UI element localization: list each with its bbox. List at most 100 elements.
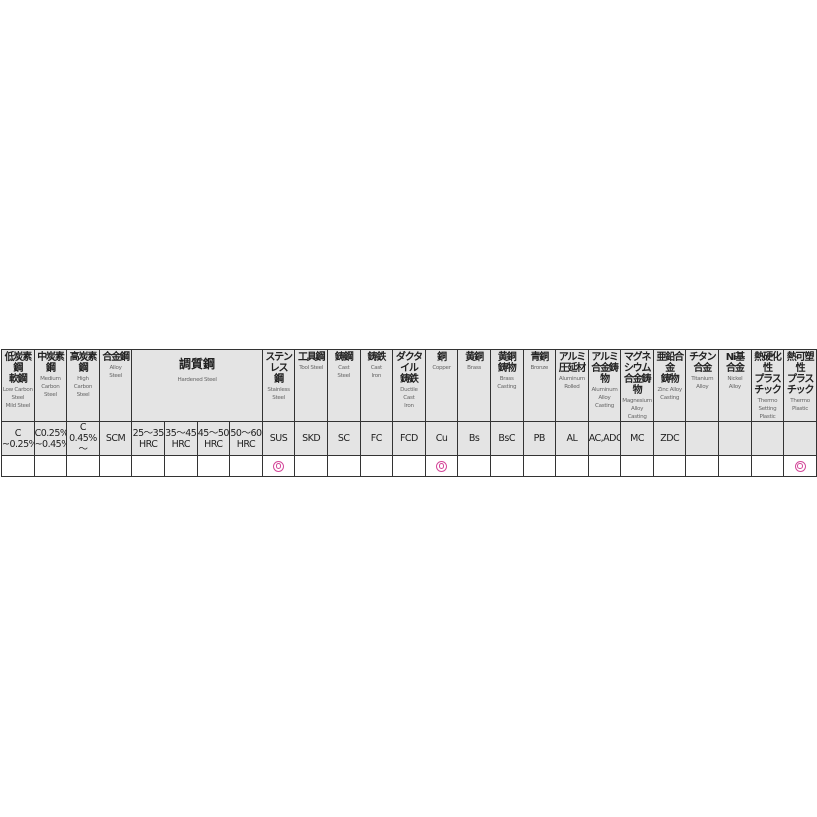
material-code-cell: Bs bbox=[457, 421, 491, 456]
suitability-cell bbox=[33, 455, 68, 477]
suitability-cell bbox=[783, 455, 817, 477]
material-code-cell: 25～35 HRC bbox=[131, 421, 165, 456]
material-name-en: Zinc Alloy Casting bbox=[657, 387, 682, 401]
material-name-jp: 工具鋼 bbox=[297, 352, 326, 363]
material-header-cell: 低炭素鋼 軟鋼 Low Carbon Steel Mild Steel bbox=[1, 349, 35, 422]
material-name-jp: アルミ 圧延材 bbox=[558, 352, 587, 374]
material-name-jp: マグネシウム 合金鋳物 bbox=[623, 352, 652, 396]
material-name-jp: 調質鋼 bbox=[179, 357, 216, 371]
material-code-cell: SC bbox=[326, 421, 361, 456]
suitability-cell bbox=[294, 455, 328, 477]
suitability-cell bbox=[163, 455, 198, 477]
suitability-cell bbox=[620, 455, 654, 477]
material-header-cell: ステンレス 鋼 Stainless Steel bbox=[261, 349, 296, 422]
material-code-cell: SCM bbox=[98, 421, 133, 456]
material-name-en: Titanium Alloy bbox=[691, 376, 714, 390]
material-code: SC bbox=[337, 433, 350, 444]
material-code-cell: SKD bbox=[294, 421, 328, 456]
material-name-jp: 熱硬化性 プラスチック bbox=[754, 352, 782, 396]
suitability-cell bbox=[457, 455, 491, 477]
material-code: BsC bbox=[498, 433, 515, 444]
material-code: SCM bbox=[105, 433, 126, 444]
suitability-cell bbox=[196, 455, 231, 477]
material-name-en: Ductile Cast Iron bbox=[400, 387, 418, 409]
material-name-en: Low Carbon Steel Mild Steel bbox=[2, 387, 33, 409]
material-code-cell: AL bbox=[555, 421, 589, 456]
material-name-jp: アルミ 合金鋳物 bbox=[591, 352, 619, 385]
double-circle-icon bbox=[436, 460, 448, 472]
material-code: FCD bbox=[399, 433, 418, 444]
double-circle-icon bbox=[273, 460, 285, 472]
material-code: C ~0.25% bbox=[2, 427, 35, 450]
double-circle-icon bbox=[794, 460, 806, 472]
material-name-en: Cast Iron bbox=[370, 365, 383, 379]
material-code: MC bbox=[630, 433, 644, 444]
material-code-cell: ZDC bbox=[652, 421, 687, 456]
material-code-cell: FCD bbox=[392, 421, 426, 456]
material-code-cell: PB bbox=[522, 421, 557, 456]
suitability-cell bbox=[326, 455, 361, 477]
material-name-jp: 黄銅 鋳物 bbox=[497, 352, 517, 374]
suitability-cell bbox=[685, 455, 720, 477]
material-compatibility-table: 低炭素鋼 軟鋼 Low Carbon Steel Mild Steel 中炭素鋼 Me… bbox=[1, 349, 817, 477]
material-code-cell: C0.25% ~0.45% bbox=[33, 421, 68, 456]
material-code-cell bbox=[685, 421, 720, 456]
material-name-jp: 鋳鋼 bbox=[334, 352, 354, 363]
material-header-cell: 黄銅 鋳物 Brass Casting bbox=[489, 349, 524, 422]
suitability-cell bbox=[359, 455, 394, 477]
material-header-cell: Ni基 合金 Nickel Alloy bbox=[718, 349, 752, 422]
suitability-cell bbox=[131, 455, 165, 477]
material-header-cell: 高炭素鋼 High Carbon Steel bbox=[66, 349, 100, 422]
material-name-jp: 亜鉛合金 鋳物 bbox=[656, 352, 684, 385]
suitability-cell bbox=[718, 455, 752, 477]
material-code: 45～50 HRC bbox=[197, 427, 229, 450]
material-name-jp: ステンレス 鋼 bbox=[265, 352, 293, 385]
material-code: 50～60 HRC bbox=[230, 427, 262, 450]
material-name-en: Copper bbox=[432, 365, 451, 371]
material-name-en: High Carbon Steel bbox=[73, 376, 93, 398]
material-code: FC bbox=[370, 433, 383, 444]
material-name-en: Cast Steel bbox=[337, 365, 351, 379]
material-header-cell: 工具鋼 Tool Steel bbox=[294, 349, 328, 422]
material-code-cell: Cu bbox=[424, 421, 459, 456]
material-code: AL bbox=[566, 433, 578, 444]
material-name-jp: 黄銅 bbox=[465, 352, 484, 363]
material-code-cell: C ~0.25% bbox=[1, 421, 35, 456]
material-header-cell: 調質鋼 Hardened Steel bbox=[131, 349, 263, 422]
material-header-cell: ダクタイル 鋳鉄 Ductile Cast Iron bbox=[392, 349, 426, 422]
material-code-row: C ~0.25% C0.25% ~0.45% C 0.45%～ SCM 25～35 HR… bbox=[1, 421, 817, 456]
material-name-en: Stainless Steel bbox=[267, 387, 290, 401]
suitability-cell bbox=[555, 455, 589, 477]
material-header-cell: チタン 合金 Titanium Alloy bbox=[685, 349, 720, 422]
material-code: SUS bbox=[269, 433, 288, 444]
material-code-cell: C 0.45%～ bbox=[66, 421, 100, 456]
material-code: AC,ADC bbox=[588, 433, 621, 444]
material-header-cell: アルミ 合金鋳物 Aluminum Alloy Casting bbox=[587, 349, 622, 422]
material-name-jp: ダクタイル 鋳鉄 bbox=[395, 352, 423, 385]
material-code-cell: MC bbox=[620, 421, 654, 456]
material-name-en: Aluminum Alloy Casting bbox=[591, 387, 618, 409]
material-code-cell: 50～60 HRC bbox=[229, 421, 263, 456]
material-name-en: Medium Carbon Steel bbox=[40, 376, 61, 398]
material-code-cell bbox=[718, 421, 752, 456]
suitability-cell bbox=[392, 455, 426, 477]
material-code: 25～35 HRC bbox=[132, 427, 164, 450]
material-header-cell: 中炭素鋼 Medium Carbon Steel bbox=[33, 349, 68, 422]
material-code: 35～45 HRC bbox=[165, 427, 197, 450]
material-name-en: Aluminum Rolled bbox=[558, 376, 585, 390]
material-header-cell: 亜鉛合金 鋳物 Zinc Alloy Casting bbox=[652, 349, 687, 422]
material-header-cell: 銅 Copper bbox=[424, 349, 459, 422]
material-name-jp: 中炭素鋼 bbox=[37, 352, 65, 374]
suitability-cell bbox=[424, 455, 459, 477]
material-name-jp: 高炭素鋼 bbox=[69, 352, 98, 374]
material-code-cell: 35～45 HRC bbox=[163, 421, 198, 456]
material-name-en: Magnesium Alloy Casting bbox=[622, 398, 652, 420]
material-code: C 0.45%～ bbox=[69, 422, 97, 455]
material-header-cell: マグネシウム 合金鋳物 Magnesium Alloy Casting bbox=[620, 349, 654, 422]
suitability-cell bbox=[229, 455, 263, 477]
suitability-mark-row bbox=[1, 455, 817, 477]
material-header-cell: 鋳鋼 Cast Steel bbox=[326, 349, 361, 422]
material-code-cell bbox=[783, 421, 817, 456]
material-name-jp: Ni基 合金 bbox=[725, 352, 745, 374]
material-name-jp: 銅 bbox=[437, 352, 447, 363]
